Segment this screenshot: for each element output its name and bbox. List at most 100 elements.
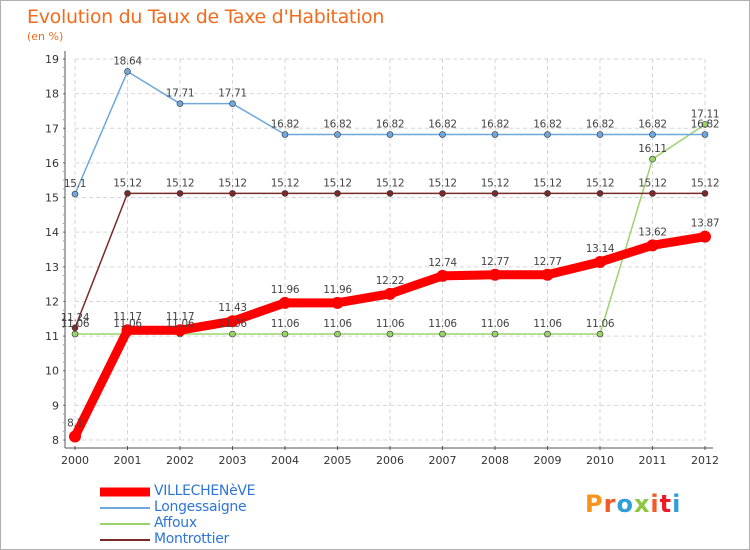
data-point <box>544 330 551 338</box>
legend-label: Affoux <box>154 515 197 531</box>
data-label: 15.12 <box>113 177 142 189</box>
data-point <box>386 330 394 338</box>
data-label: 11.43 <box>218 302 247 314</box>
data-point <box>176 100 184 107</box>
data-label: 13.62 <box>638 226 667 238</box>
x-tick-label: 2010 <box>586 454 614 467</box>
data-label: 16.82 <box>638 119 667 131</box>
data-label: 11.06 <box>61 318 90 330</box>
y-tick-label: 18 <box>45 88 59 101</box>
data-label: 11.96 <box>323 284 352 296</box>
data-label: 8.1 <box>67 418 83 430</box>
data-labels: 8.1 11.17 11.17 11.43 11.96 11.96 12.22 12.74 12… <box>61 55 720 429</box>
logo-letter: x <box>633 490 651 518</box>
data-label: 16.82 <box>533 119 562 131</box>
x-tick-label: 2009 <box>534 454 562 467</box>
data-point <box>594 255 606 268</box>
legend-swatch <box>100 539 150 541</box>
data-label: 15.12 <box>323 177 352 189</box>
data-label: 16.82 <box>481 119 510 131</box>
data-point <box>281 190 289 197</box>
data-label: 15.12 <box>428 177 457 189</box>
data-label: 15.12 <box>481 177 510 189</box>
x-tick-label: 2006 <box>376 454 404 467</box>
y-tick-label: 8 <box>52 434 59 447</box>
data-point <box>386 131 394 138</box>
data-point <box>439 131 446 138</box>
data-label: 11.17 <box>113 311 142 323</box>
data-point <box>649 131 656 138</box>
data-label: 12.74 <box>428 257 457 269</box>
data-point <box>489 268 501 281</box>
series-lines <box>69 68 711 443</box>
x-tick-label: 2001 <box>114 454 142 467</box>
x-tick-label: 2003 <box>219 454 247 467</box>
x-tick-label: 2004 <box>271 454 299 467</box>
data-point <box>491 131 499 138</box>
data-point <box>229 330 236 338</box>
y-tick-label: 16 <box>45 157 59 170</box>
data-point <box>699 230 711 243</box>
x-tick-label: 2012 <box>691 454 719 467</box>
y-tick-label: 11 <box>45 330 59 343</box>
data-point <box>334 131 341 138</box>
data-label: 11.24 <box>61 312 90 324</box>
data-point <box>701 131 709 138</box>
data-point <box>436 269 449 282</box>
y-tick-label: 14 <box>45 226 59 239</box>
data-label: 16.82 <box>586 119 615 131</box>
data-point <box>439 190 446 197</box>
data-label: 13.87 <box>691 218 720 230</box>
data-point <box>124 190 131 197</box>
legend-swatch <box>100 487 150 497</box>
data-label: 18.64 <box>113 55 142 67</box>
data-point <box>279 296 291 309</box>
data-point <box>124 68 131 75</box>
data-point <box>334 190 341 197</box>
legend-swatch <box>100 507 150 509</box>
x-tick-label: 2011 <box>639 454 667 467</box>
data-label: 11.06 <box>218 318 247 330</box>
legend-label: VILLECHENèVE <box>154 483 256 499</box>
data-point <box>121 324 134 337</box>
data-label: 15.12 <box>271 177 300 189</box>
x-tick-label: 2002 <box>166 454 194 467</box>
data-label: 15.12 <box>166 177 195 189</box>
x-tick-label: 2008 <box>481 454 509 467</box>
x-tick-label: 2000 <box>61 454 89 467</box>
data-point <box>649 190 656 197</box>
y-tick-label: 9 <box>52 399 59 412</box>
logo-letter: o <box>616 490 634 518</box>
y-tick-label: 12 <box>45 295 59 308</box>
data-point <box>386 190 394 197</box>
data-point <box>701 190 709 197</box>
data-point <box>176 190 184 197</box>
data-label: 12.22 <box>376 275 405 287</box>
data-point <box>649 155 656 163</box>
data-point <box>71 190 79 198</box>
data-point <box>701 121 709 128</box>
data-point <box>334 330 341 338</box>
data-label: 16.82 <box>376 119 405 131</box>
data-label: 16.82 <box>271 119 300 131</box>
data-point <box>174 324 186 337</box>
data-label: 12.77 <box>481 256 510 268</box>
data-point <box>281 131 289 138</box>
data-label: 11.06 <box>166 318 195 330</box>
data-label: 11.06 <box>113 318 142 330</box>
data-point <box>596 330 604 338</box>
y-tick-label: 19 <box>45 53 59 66</box>
data-label: 15.12 <box>586 177 615 189</box>
data-label: 15.12 <box>218 177 247 189</box>
data-label: 13.14 <box>586 243 615 255</box>
data-point <box>384 287 396 300</box>
data-label: 17.71 <box>166 88 195 100</box>
x-tick-label: 2005 <box>324 454 352 467</box>
legend-label: Montrottier <box>154 531 229 547</box>
data-label: 11.96 <box>271 284 300 296</box>
data-label: 11.06 <box>533 318 562 330</box>
data-point <box>544 131 551 138</box>
logo-letter: i <box>650 490 660 518</box>
data-label: 11.06 <box>376 318 405 330</box>
